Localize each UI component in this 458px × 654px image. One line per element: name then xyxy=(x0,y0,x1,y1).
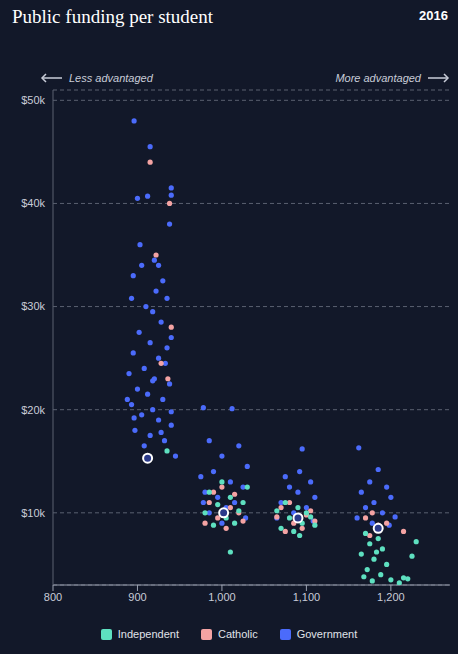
svg-text:$20k: $20k xyxy=(21,404,45,416)
svg-text:1,200: 1,200 xyxy=(377,591,405,603)
svg-text:$30k: $30k xyxy=(21,300,45,312)
html-text:Independent: Independent xyxy=(117,628,179,640)
svg-text:$50k: $50k xyxy=(21,94,45,106)
html-text:Public funding per student: Public funding per student xyxy=(12,6,214,27)
html-text:2016: 2016 xyxy=(419,8,448,23)
svg-text:$40k: $40k xyxy=(21,197,45,209)
html-text:Government: Government xyxy=(296,628,358,640)
svg-text:1,100: 1,100 xyxy=(293,591,321,603)
svg-text:800: 800 xyxy=(44,591,62,603)
html-text:Less advantaged: Less advantaged xyxy=(69,72,153,84)
svg-text:1,000: 1,000 xyxy=(208,591,236,603)
html-text:More advantaged: More advantaged xyxy=(335,72,421,84)
svg-text:900: 900 xyxy=(128,591,146,603)
svg-text:$10k: $10k xyxy=(21,507,45,519)
html-text:Catholic: Catholic xyxy=(217,628,258,640)
